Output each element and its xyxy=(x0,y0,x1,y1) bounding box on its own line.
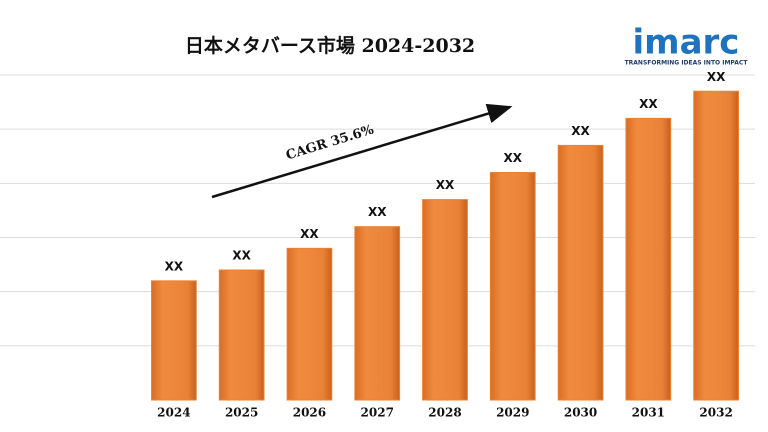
x-tick-label: 2024 xyxy=(157,406,190,420)
x-tick-label: 2028 xyxy=(428,406,461,420)
value-label: XX xyxy=(571,124,590,138)
value-label: XX xyxy=(232,249,251,263)
x-tick-label: 2027 xyxy=(361,406,394,420)
bar xyxy=(218,269,265,401)
value-label: XX xyxy=(368,205,387,219)
trend-arrow xyxy=(211,103,513,199)
value-label: XX xyxy=(165,259,184,273)
x-tick-label: 2032 xyxy=(699,406,732,420)
cagr-annotation: CAGR 35.6% xyxy=(284,122,376,163)
bar xyxy=(151,280,197,401)
bar xyxy=(354,226,401,401)
value-label: XX xyxy=(504,151,523,165)
x-tick-label: 2029 xyxy=(496,406,529,420)
logo-tagline: TRANSFORMING IDEAS INTO IMPACT xyxy=(625,60,749,67)
value-label: XX xyxy=(300,227,319,241)
value-label: XX xyxy=(639,97,658,111)
bar xyxy=(625,117,672,401)
x-tick-label: 2025 xyxy=(225,406,258,420)
value-label: XX xyxy=(436,178,455,192)
bar xyxy=(286,247,333,401)
logo-name: imarc xyxy=(633,23,740,63)
bar xyxy=(557,144,604,401)
bar xyxy=(422,199,468,401)
bar xyxy=(693,90,739,401)
x-tick-label: 2026 xyxy=(293,406,326,420)
bar xyxy=(489,172,536,401)
x-tick-label: 2031 xyxy=(632,406,665,420)
chart-title: 日本メタバース市場 2024-2032 xyxy=(185,34,475,57)
value-label: XX xyxy=(707,70,726,84)
x-tick-label: 2030 xyxy=(564,406,597,420)
